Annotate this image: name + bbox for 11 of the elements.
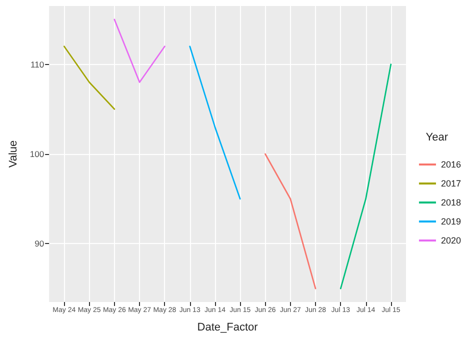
y-tick-label: 90 [34,238,44,249]
legend-label: 2019 [440,216,462,226]
legend-label: 2017 [440,178,462,188]
x-axis-title: Date_Factor [197,322,258,334]
y-axis-title: Value [8,140,20,168]
y-tick-label: 100 [30,149,44,159]
legend-title: Year [426,132,448,144]
legend-label: 2018 [440,198,462,208]
y-tick-label: 110 [30,59,44,70]
legend-label: 2016 [440,160,462,170]
legend-label: 2020 [440,236,462,246]
